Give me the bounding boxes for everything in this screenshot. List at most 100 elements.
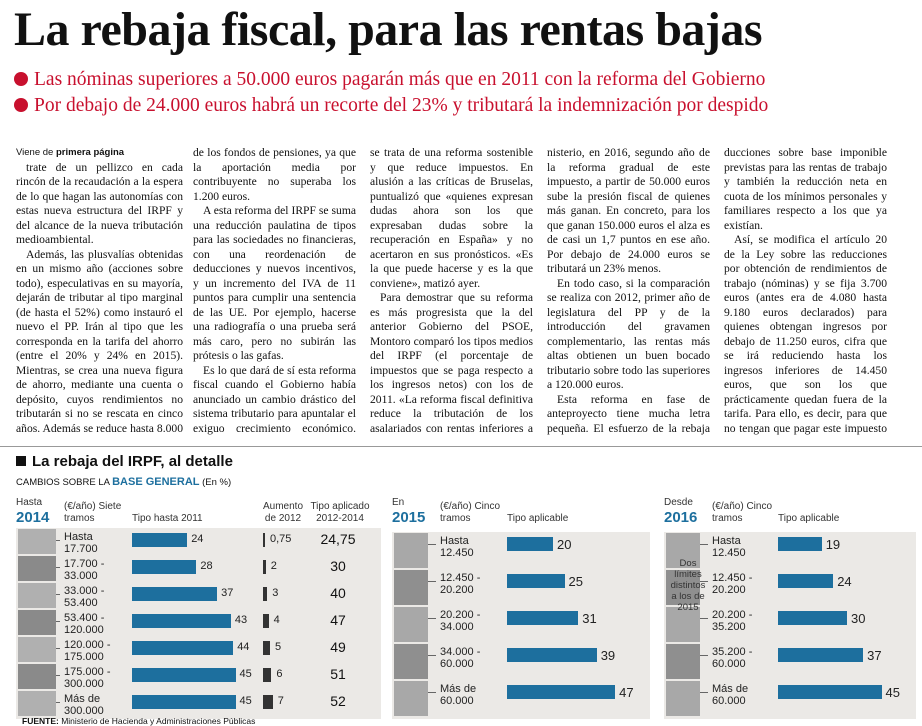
rate-bar <box>132 641 234 655</box>
subhead-text: Por debajo de 24.000 euros habrá un reco… <box>34 95 769 116</box>
tramo-scale-band <box>394 533 428 568</box>
article-paragraph: trate de un pellizco en cada rincón de l… <box>16 160 183 247</box>
article-paragraph: Además, las plusvalías obtenidas en un m… <box>16 247 183 435</box>
increase-value: 3 <box>272 587 279 599</box>
rate-value: 25 <box>568 574 583 589</box>
tramo-range: Hasta 12.450 <box>712 535 746 559</box>
rate-bar <box>778 537 822 551</box>
rate-value: 28 <box>200 560 213 572</box>
tramo-scale-band <box>18 691 56 716</box>
increase-value: 2 <box>270 560 277 572</box>
tramo-connector <box>428 618 436 619</box>
rate-bar <box>132 614 231 628</box>
tramo-range: Más de 60.000 <box>440 683 477 707</box>
rate-bar <box>132 560 197 574</box>
article-paragraph: Esta reforma en fase de anteproyecto tie… <box>547 392 710 435</box>
panel-year: 2015 <box>392 509 426 526</box>
rate-bar <box>778 685 882 699</box>
rate-bar <box>507 685 616 699</box>
rate-value: 47 <box>619 685 634 700</box>
rate-bar <box>778 574 834 588</box>
tramo-scale-band <box>394 570 428 605</box>
rate-value: 20 <box>557 537 572 552</box>
rate-bar <box>778 648 864 662</box>
rate-bar <box>132 587 218 601</box>
applied-rate: 51 <box>330 666 346 682</box>
article-paragraph: ducciones sobre base imponible previstas… <box>724 146 887 232</box>
rate-value: 24 <box>191 533 204 545</box>
rate-value: 30 <box>851 611 866 626</box>
tramo-scale-band <box>18 583 56 608</box>
tramo-scale-band <box>18 610 56 635</box>
rate-value: 43 <box>234 614 248 626</box>
article-paragraph: En todo caso, si la comparación se reali… <box>547 276 710 392</box>
tramo-connector <box>700 581 708 582</box>
tramo-range: 53.400 - 120.000 <box>64 612 105 636</box>
increase-value: 5 <box>275 641 282 653</box>
tramo-scale-band <box>666 607 700 642</box>
article-column-2: de los fondos de pensiones, ya que la ap… <box>193 146 356 436</box>
article-paragraph: Es lo que dará de sí esta reforma fiscal… <box>193 363 356 435</box>
tramo-connector <box>56 594 60 595</box>
rate-value: 19 <box>825 537 841 552</box>
tramo-scale-band <box>666 644 700 679</box>
rate-bar <box>507 648 597 662</box>
increase-bar <box>263 587 268 601</box>
tramo-connector <box>428 544 436 545</box>
rate-value: 24 <box>837 574 852 589</box>
rate-value: 39 <box>600 648 616 663</box>
article-paragraph: de los fondos de pensiones, ya que la ap… <box>193 146 356 203</box>
tramo-connector <box>700 618 708 619</box>
tramo-connector <box>56 567 60 568</box>
tramo-connector <box>56 648 60 649</box>
increase-bar <box>263 641 270 655</box>
rate-value: 45 <box>239 695 252 707</box>
increase-bar <box>263 668 272 682</box>
panel-year-label: Hasta <box>16 497 43 508</box>
column-header-applied: Tipo aplicado 2012-2014 <box>310 501 370 524</box>
applied-rate: 52 <box>330 693 346 709</box>
dos-limites-note: Dos límites distintos a los de 2015 <box>670 558 706 613</box>
increase-value: 0,75 <box>270 533 292 545</box>
rate-bar <box>778 611 847 625</box>
increase-value: 4 <box>273 614 280 626</box>
graphic-subtitle: CAMBIOS SOBRE LA BASE GENERAL (En %) <box>16 476 232 488</box>
tramo-connector <box>428 692 436 693</box>
rate-bar <box>132 695 236 709</box>
column-header-bars: Tipo aplicable <box>778 513 840 524</box>
column-header-increase: Aumento de 2012 <box>262 501 304 524</box>
tramo-scale-band <box>394 681 428 716</box>
column-header-ranges: (€/año) Siete tramos <box>64 501 122 524</box>
tramo-range: Hasta 17.700 <box>64 531 98 555</box>
column-header-bars: Tipo aplicable <box>507 513 569 524</box>
tramo-range: 12.450 - 20.200 <box>440 572 481 596</box>
section-divider <box>0 446 922 447</box>
increase-value: 6 <box>276 668 283 680</box>
column-header-ranges: (€/año) Cinco tramos <box>440 501 501 524</box>
article-paragraph: se trata de una reforma sostenible y que… <box>370 146 533 290</box>
increase-bar <box>263 533 265 547</box>
rate-bar <box>507 611 579 625</box>
tramo-range: 20.200 - 34.000 <box>440 609 481 633</box>
bullet-dot <box>14 98 28 112</box>
tramo-scale-band <box>18 529 56 554</box>
rate-bar <box>132 533 188 547</box>
article-column-1: Viene de primera página trate de un pell… <box>16 146 183 436</box>
subhead-1: Las nóminas superiores a 50.000 euros pa… <box>14 68 765 92</box>
tramo-scale-band <box>18 637 56 662</box>
tramo-range: 12.450 - 20.200 <box>712 572 753 596</box>
article-paragraph: nisterio, en 2016, segundo año de la ref… <box>547 146 710 275</box>
increase-bar <box>263 614 269 628</box>
tramo-scale-band <box>666 533 700 568</box>
article-paragraph: Para demostrar que su reforma es más pro… <box>370 291 533 435</box>
graphic-title: La rebaja del IRPF, al detalle <box>16 453 233 470</box>
tramo-scale-band <box>394 607 428 642</box>
tramo-scale-band <box>394 644 428 679</box>
tramo-range: 175.000 - 300.000 <box>64 666 111 690</box>
tramo-range: 120.000 - 175.000 <box>64 639 111 663</box>
tramo-range: Hasta 12.450 <box>440 535 474 559</box>
bullet-dot <box>14 72 28 86</box>
tramo-connector <box>56 702 60 703</box>
panel-year-label: En <box>392 497 405 508</box>
source-note: FUENTE: Ministerio de Hacienda y Adminis… <box>22 716 256 726</box>
